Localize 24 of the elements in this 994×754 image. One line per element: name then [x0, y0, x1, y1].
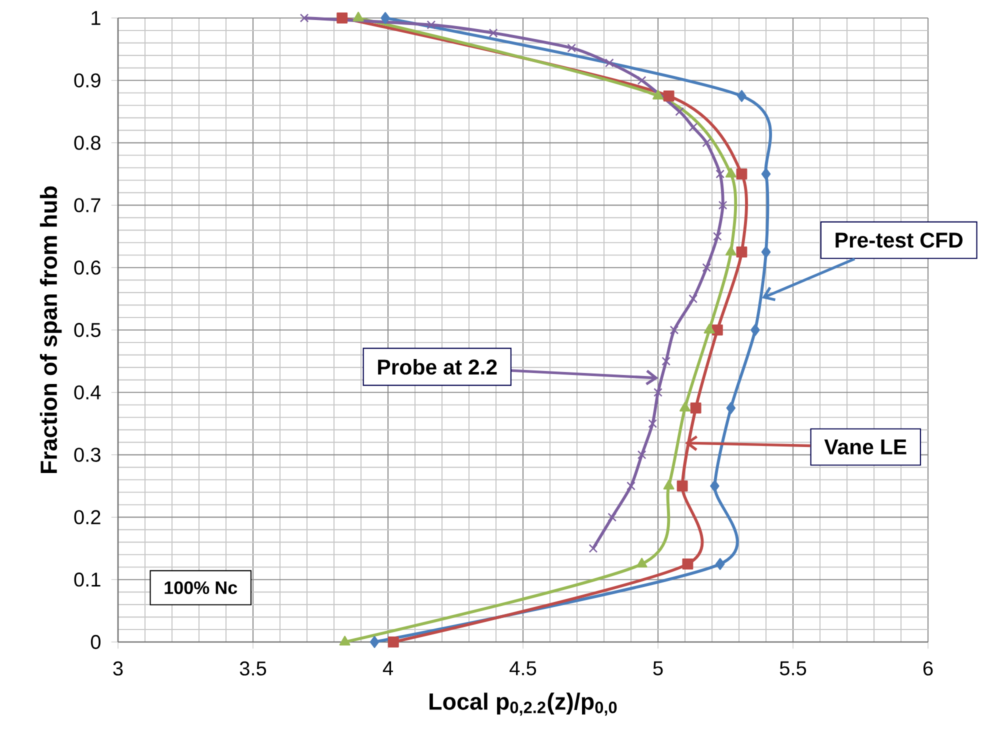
y-tick-label: 0.7 [74, 198, 100, 212]
x-tick-label: 5 [653, 661, 663, 676]
text: Vane LE [824, 440, 906, 454]
text: Pre-test CFD [836, 232, 963, 248]
text: Probe at 2.2 [378, 358, 497, 375]
x-tick-label: 6 [923, 661, 933, 676]
x-tick-label: 4 [382, 661, 393, 676]
annotation: 100% Nc [164, 581, 238, 594]
y-tick-label: 0.1 [74, 572, 100, 587]
y-tick-label: 0.9 [74, 73, 100, 88]
y-tick-label: 0.6 [74, 260, 100, 275]
x-tick-label: 3.5 [240, 661, 266, 676]
y-tick-label: 1 [92, 11, 100, 25]
y-axis-title: Fraction of span from hub [40, 186, 62, 473]
x-tick-label: 4.5 [510, 661, 536, 676]
x-axis-title: Local p$_{0,2.2}$(z)/p$_{0,0}$ [430, 692, 617, 716]
y-tick-label: 0 [90, 634, 100, 650]
y-tick-label: 0.2 [74, 510, 100, 524]
y-tick-label: 0.3 [74, 448, 100, 462]
x-tick-label: 5.5 [780, 661, 806, 676]
y-tick-label: 0.8 [74, 136, 100, 150]
x-tick-label: 3 [113, 661, 123, 676]
y-tick-label: 0.5 [74, 322, 100, 338]
y-tick-label: 0.4 [74, 385, 101, 400]
